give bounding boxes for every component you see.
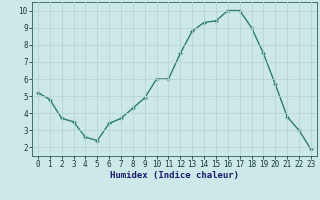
X-axis label: Humidex (Indice chaleur): Humidex (Indice chaleur) xyxy=(110,171,239,180)
